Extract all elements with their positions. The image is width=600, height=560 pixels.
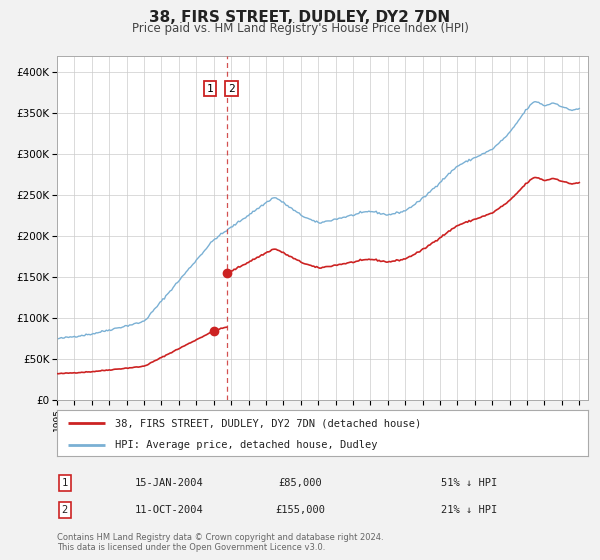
Text: £155,000: £155,000: [275, 505, 325, 515]
Text: 2: 2: [62, 505, 68, 515]
Text: 15-JAN-2004: 15-JAN-2004: [135, 478, 204, 488]
Text: £85,000: £85,000: [278, 478, 322, 488]
Text: This data is licensed under the Open Government Licence v3.0.: This data is licensed under the Open Gov…: [57, 543, 325, 552]
Text: 11-OCT-2004: 11-OCT-2004: [135, 505, 204, 515]
Text: HPI: Average price, detached house, Dudley: HPI: Average price, detached house, Dudl…: [115, 440, 378, 450]
Text: Contains HM Land Registry data © Crown copyright and database right 2024.: Contains HM Land Registry data © Crown c…: [57, 533, 383, 542]
Text: 21% ↓ HPI: 21% ↓ HPI: [441, 505, 497, 515]
Text: 38, FIRS STREET, DUDLEY, DY2 7DN: 38, FIRS STREET, DUDLEY, DY2 7DN: [149, 10, 451, 25]
Text: 51% ↓ HPI: 51% ↓ HPI: [441, 478, 497, 488]
Text: 1: 1: [62, 478, 68, 488]
Text: Price paid vs. HM Land Registry's House Price Index (HPI): Price paid vs. HM Land Registry's House …: [131, 22, 469, 35]
Text: 2: 2: [228, 83, 235, 94]
Text: 1: 1: [206, 83, 214, 94]
Text: 38, FIRS STREET, DUDLEY, DY2 7DN (detached house): 38, FIRS STREET, DUDLEY, DY2 7DN (detach…: [115, 418, 422, 428]
